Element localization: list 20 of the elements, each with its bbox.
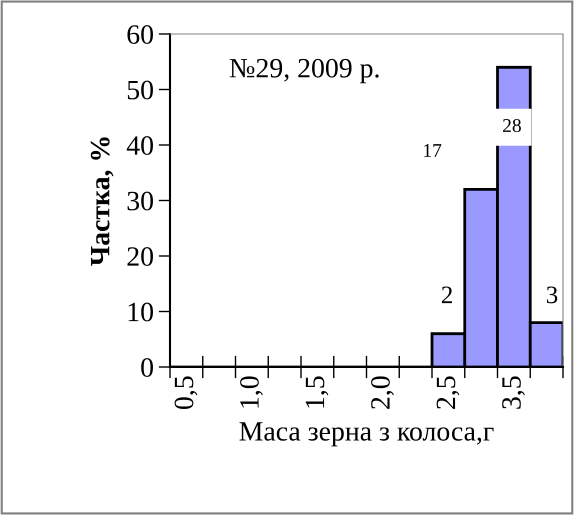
y-tick-label: 40 xyxy=(126,136,153,155)
x-tick-label: 2,5 xyxy=(436,376,460,409)
x-tick-label: 2,0 xyxy=(371,376,394,409)
annotation: №29, 2009 р. xyxy=(230,58,379,84)
y-tick-label: 10 xyxy=(128,302,153,322)
y-tick-label: 30 xyxy=(128,192,153,210)
x-axis-title: Маса зерна з колоса,г xyxy=(239,422,494,446)
y-tick-label: 60 xyxy=(127,25,153,44)
x-tick-label: 1,5 xyxy=(306,376,328,408)
annotation: 2 xyxy=(442,286,452,304)
y-tick-label: 0 xyxy=(141,358,153,377)
annotation: 17 xyxy=(424,144,442,157)
x-tick-label: 1,0 xyxy=(240,376,263,408)
x-tick-label: 0,5 xyxy=(174,376,198,409)
y-tick-label: 20 xyxy=(127,247,153,266)
annotation: 3 xyxy=(546,286,558,304)
annotation: 28 xyxy=(503,118,521,132)
y-axis-title: Частка, % xyxy=(90,137,114,266)
y-tick-label: 50 xyxy=(128,80,153,100)
x-tick-label: 3,5 xyxy=(502,376,525,409)
